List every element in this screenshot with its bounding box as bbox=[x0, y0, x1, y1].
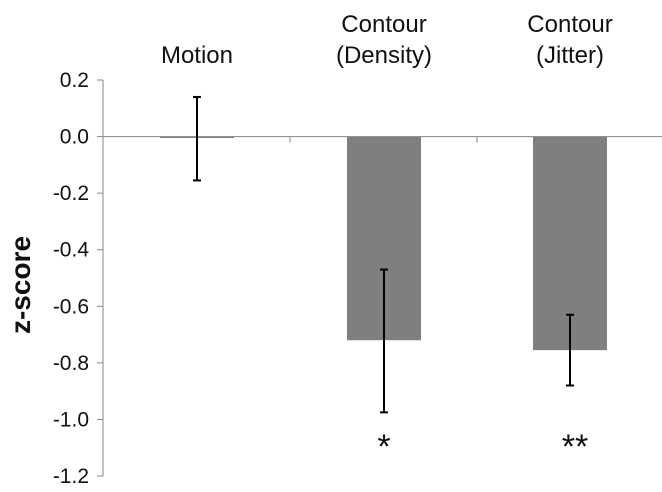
category-labels: Motion Contour (Density) Contour (Jitter) bbox=[161, 11, 613, 69]
significance-marker: ** bbox=[562, 428, 588, 466]
y-tick-label: -1.2 bbox=[53, 465, 89, 488]
error-bars bbox=[193, 95, 574, 414]
category-label: Contour bbox=[527, 11, 612, 38]
significance-marker: * bbox=[377, 428, 390, 466]
y-tick-label: -0.8 bbox=[53, 352, 89, 375]
axes: 0.2 0.0 -0.2 -0.4 -0.6 -0.8 -1.0 -1.2 bbox=[53, 69, 662, 488]
y-tick-label: -0.6 bbox=[53, 295, 89, 318]
category-label: Motion bbox=[161, 42, 233, 69]
y-tick-label: 0.2 bbox=[60, 69, 89, 92]
significance-markers: * ** bbox=[377, 428, 588, 466]
y-tick-label: -0.4 bbox=[53, 239, 90, 262]
error-bar bbox=[380, 268, 388, 414]
y-axis-label: z-score bbox=[5, 236, 36, 334]
category-label: (Jitter) bbox=[536, 42, 604, 69]
y-tick-label: 0.0 bbox=[60, 126, 89, 149]
error-bar bbox=[566, 313, 574, 387]
error-bar bbox=[193, 95, 201, 182]
category-label: Contour bbox=[341, 11, 426, 38]
y-tick-label: -0.2 bbox=[53, 182, 89, 205]
category-label: (Density) bbox=[336, 42, 432, 69]
y-tick-label: -1.0 bbox=[53, 408, 89, 431]
